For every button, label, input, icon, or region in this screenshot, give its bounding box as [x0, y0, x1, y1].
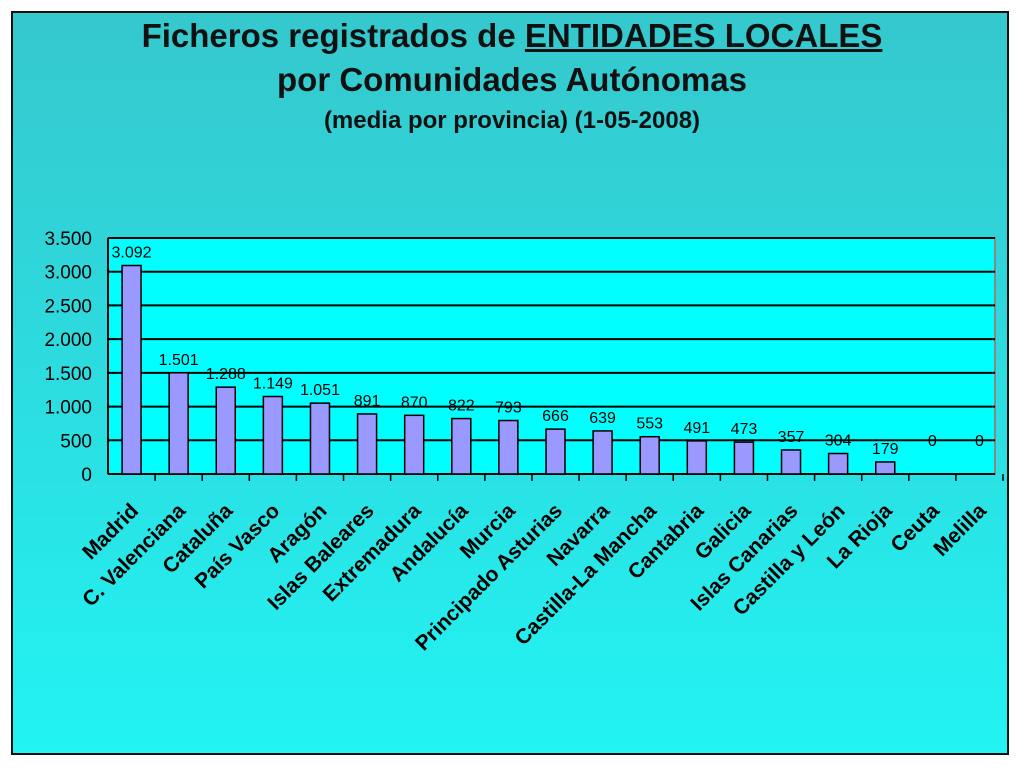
category-label: Melilla	[929, 499, 991, 561]
data-label: 553	[636, 416, 663, 433]
bar	[262, 395, 284, 475]
bar	[592, 430, 613, 475]
data-label: 0	[975, 433, 984, 450]
data-label: 1.149	[253, 376, 293, 393]
data-label: 639	[589, 410, 616, 427]
data-label: 357	[778, 429, 805, 446]
chart-title-line-1: Ficheros registrados de ENTIDADES LOCALE…	[0, 16, 1024, 56]
data-label: 891	[354, 393, 381, 410]
data-label: 3.092	[112, 245, 152, 262]
bar	[215, 386, 237, 475]
bar	[827, 452, 849, 475]
bar	[780, 449, 802, 475]
chart-title-underlined: ENTIDADES LOCALES	[524, 17, 883, 54]
bar	[403, 414, 425, 475]
y-tick-label: 2.500	[44, 296, 92, 317]
y-tick-label: 2.000	[44, 330, 92, 351]
data-label: 666	[542, 408, 569, 425]
bar	[733, 441, 755, 475]
data-label: 793	[495, 400, 522, 417]
data-label: 1.501	[159, 352, 199, 369]
chart-subtitle: (media por provincia) (1-05-2008)	[323, 107, 701, 134]
chart-title-line-2: por Comunidades Autónomas	[277, 61, 747, 98]
data-label: 1.051	[300, 382, 340, 399]
y-tick-label: 3.500	[44, 229, 92, 250]
chart-title-prefix: Ficheros registrados de	[141, 17, 525, 54]
data-label: 491	[683, 420, 710, 437]
bar	[168, 372, 189, 475]
data-label: 304	[825, 433, 852, 450]
y-tick-label: 1.000	[44, 398, 92, 419]
data-label: 179	[872, 441, 899, 458]
data-label: 473	[731, 421, 758, 438]
bar	[356, 413, 378, 475]
bar	[686, 440, 708, 475]
y-tick-label: 3.000	[44, 263, 92, 284]
bar	[451, 417, 472, 475]
bar	[309, 402, 331, 475]
data-label: 0	[928, 433, 937, 450]
y-tick-label: 0	[81, 465, 92, 486]
bar	[498, 419, 519, 475]
bar	[545, 428, 566, 475]
bar	[639, 435, 660, 475]
y-tick-label: 500	[60, 431, 92, 452]
data-label: 870	[401, 394, 428, 411]
bar	[121, 264, 142, 475]
y-tick-label: 1.500	[44, 364, 92, 385]
bar	[874, 461, 896, 475]
data-label: 1.288	[206, 366, 246, 383]
data-label: 822	[448, 398, 475, 415]
